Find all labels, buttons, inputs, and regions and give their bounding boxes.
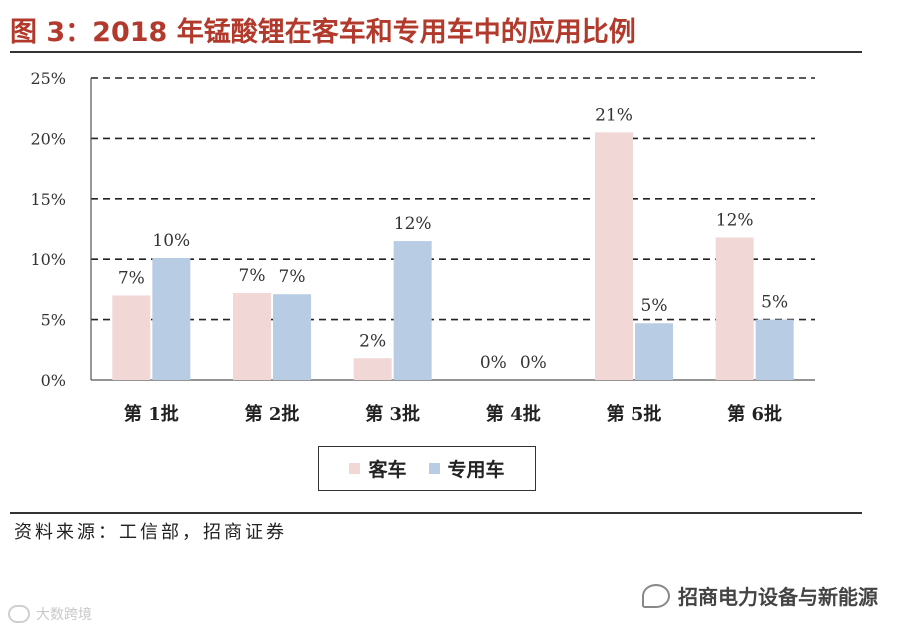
data-label: 12% <box>716 210 754 230</box>
chart-legend: 客车 专用车 <box>318 446 536 491</box>
source-divider <box>10 512 862 514</box>
x-tick-label: 第 4批 <box>486 403 541 425</box>
legend-label-series-2: 专用车 <box>447 459 505 481</box>
legend-item-series-1: 客车 <box>349 455 407 482</box>
corner-watermark-text: 大数跨境 <box>36 607 92 623</box>
bar-chart: 0% 5% 10% 15% 20% 25% 7% 10% 第 1批 7% 7% 第 2批 2% 12% 第 … <box>30 69 815 425</box>
data-label: 7% <box>279 267 306 287</box>
y-tick-label: 5% <box>41 311 66 330</box>
data-label: 5% <box>761 293 788 313</box>
data-label: 0% <box>480 353 507 373</box>
y-tick-label: 0% <box>41 371 66 390</box>
title-divider <box>10 51 862 53</box>
bar-series-1 <box>353 358 392 380</box>
x-tick-label: 第 1批 <box>124 403 179 425</box>
y-tick-label: 10% <box>30 250 66 269</box>
bar-series-2 <box>755 319 794 380</box>
x-tick-label: 第 3批 <box>365 403 420 425</box>
data-label: 5% <box>641 296 668 316</box>
data-label: 7% <box>118 268 145 288</box>
bar-series-2 <box>273 294 311 380</box>
chat-bubble-icon <box>8 605 30 623</box>
source-note: 资料来源：工信部，招商证券 <box>14 522 287 543</box>
legend-item-series-2: 专用车 <box>428 455 505 482</box>
data-label: 21% <box>595 105 633 125</box>
chart-title: 图 3：2018 年锰酸锂在客车和专用车中的应用比例 <box>10 17 636 48</box>
account-watermark: 招商电力设备与新能源 <box>642 581 878 610</box>
y-tick-label: 15% <box>30 190 66 209</box>
x-tick-label: 第 5批 <box>607 403 662 425</box>
bar-series-1 <box>233 293 271 380</box>
bar-series-1 <box>595 132 633 380</box>
account-watermark-text: 招商电力设备与新能源 <box>678 585 878 609</box>
bar-series-1 <box>715 237 754 380</box>
data-label: 7% <box>239 266 266 286</box>
x-tick-label: 第 2批 <box>245 403 300 425</box>
legend-swatch-series-2 <box>428 463 440 474</box>
data-label: 2% <box>359 331 386 351</box>
bar-series-2 <box>635 323 673 380</box>
x-tick-label: 第 6批 <box>727 403 782 425</box>
legend-label-series-1: 客车 <box>368 459 407 481</box>
bar-series-2 <box>393 241 432 380</box>
y-tick-label: 20% <box>30 129 66 148</box>
legend-swatch-series-1 <box>349 463 361 474</box>
data-label: 12% <box>394 214 432 234</box>
corner-watermark: 大数跨境 <box>8 604 92 624</box>
data-label: 10% <box>152 231 190 251</box>
wechat-icon <box>642 583 670 608</box>
bar-series-2 <box>152 257 191 380</box>
data-label: 0% <box>520 353 547 373</box>
bar-series-1 <box>112 295 151 380</box>
y-tick-label: 25% <box>30 69 66 88</box>
